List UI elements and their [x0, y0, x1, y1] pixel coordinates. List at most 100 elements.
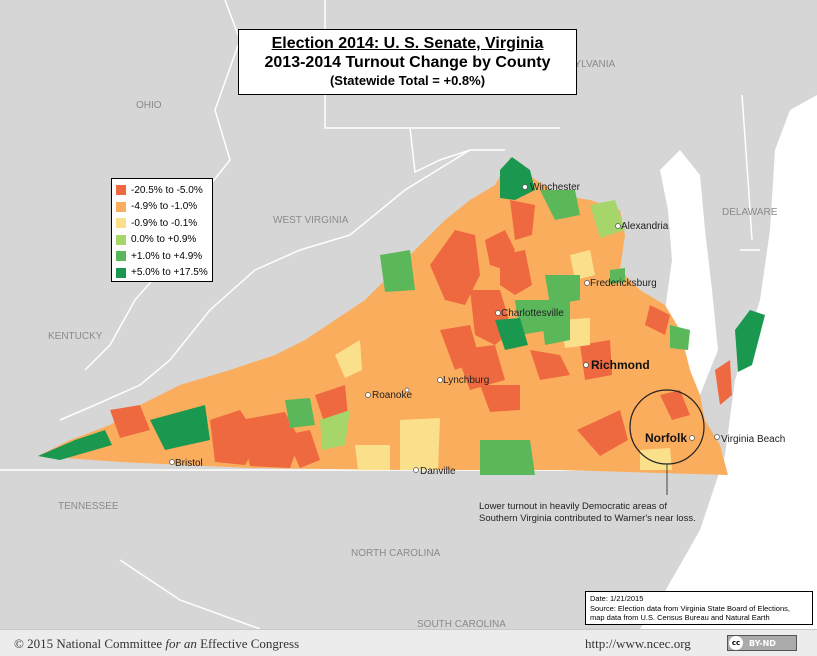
title-box: Election 2014: U. S. Senate, Virginia 20… [238, 29, 577, 95]
county-patch [540, 190, 580, 220]
richmond-marker [583, 362, 589, 368]
legend-item: +1.0% to +4.9% [116, 248, 208, 265]
county-patch [590, 200, 625, 238]
license-label: BY-ND [749, 638, 776, 648]
city-label-richmond: Richmond [591, 358, 650, 372]
state-label-ohio: OHIO [136, 100, 162, 111]
city-label-norfolk: Norfolk [645, 431, 687, 445]
legend-item: -4.9% to -1.0% [116, 199, 208, 216]
legend-swatch [116, 267, 126, 278]
license-badge[interactable]: cc BY-ND [727, 635, 797, 651]
county-patch [240, 412, 300, 468]
copyright: © 2015 National Committee for an Effecti… [14, 636, 299, 652]
county-patch [480, 385, 520, 412]
county-patch [285, 398, 315, 428]
legend-label: +1.0% to +4.9% [131, 250, 203, 262]
legend-swatch [116, 234, 126, 245]
winchester-marker [522, 184, 528, 190]
website-link[interactable]: http://www.ncec.org [585, 636, 691, 651]
county-patch [380, 250, 415, 292]
atlantic-ocean [640, 95, 817, 629]
danville-marker [413, 467, 419, 473]
county-patch [577, 410, 628, 456]
county-patch [645, 305, 670, 335]
city-label-fredericksburg: Fredericksburg [590, 278, 657, 289]
legend-label: +5.0% to +17.5% [131, 267, 208, 279]
county-patch [38, 430, 112, 460]
county-patch [150, 405, 210, 450]
map-title: Election 2014: U. S. Senate, Virginia [271, 35, 544, 52]
legend-label: -20.5% to -5.0% [131, 184, 203, 196]
county-patch [530, 350, 570, 380]
copyright-italic: for an [165, 636, 197, 651]
cc-icon: cc [729, 636, 743, 650]
county-patch [715, 360, 732, 405]
map-date: Date: 1/21/2015 [590, 594, 644, 603]
county-patch [430, 230, 480, 305]
county-patch [545, 275, 580, 305]
annotation-line-1: Lower turnout in heavily Democratic area… [479, 501, 667, 512]
state-label-kentucky: KENTUCKY [48, 331, 103, 342]
city-label-charlottesville: Charlottesville [501, 308, 564, 319]
county-patch [285, 430, 320, 468]
county-patch [500, 250, 532, 295]
county-patch [540, 300, 570, 345]
legend-item: -20.5% to -5.0% [116, 182, 208, 199]
county-patch [320, 410, 350, 450]
legend: -20.5% to -5.0% -4.9% to -1.0% -0.9% to … [111, 178, 213, 282]
footer: © 2015 National Committee for an Effecti… [0, 629, 817, 656]
virginia-beach-marker [714, 434, 720, 440]
county-patch [670, 325, 690, 350]
legend-item: 0.0% to +0.9% [116, 232, 208, 249]
city-label-virginia-beach: Virginia Beach [721, 434, 785, 445]
city-marker-small [404, 387, 410, 393]
roanoke-marker [365, 392, 371, 398]
city-label-alexandria: Alexandria [621, 221, 669, 232]
county-patch [570, 250, 595, 280]
city-label-bristol: Bristol [175, 458, 203, 469]
copyright-prefix: © 2015 National Committee [14, 636, 166, 651]
source-line-2: map data from U.S. Census Bureau and Nat… [590, 613, 770, 622]
state-label-delaware: DELAWARE [722, 207, 778, 218]
legend-swatch [116, 218, 126, 229]
county-patch [660, 390, 690, 420]
state-label-south-carolina: SOUTH CAROLINA [417, 619, 506, 630]
legend-label: -0.9% to -0.1% [131, 217, 198, 229]
city-label-danville: Danville [420, 466, 456, 477]
bristol-marker [169, 459, 175, 465]
county-patch [400, 418, 440, 470]
statewide-total: (Statewide Total = +0.8%) [329, 73, 486, 88]
county-patch [355, 445, 390, 470]
county-patch [110, 405, 150, 438]
county-patch [495, 318, 528, 350]
county-patch [335, 340, 362, 378]
map-subtitle: 2013-2014 Turnout Change by County [264, 54, 551, 71]
county-patch [510, 200, 535, 240]
legend-item: +5.0% to +17.5% [116, 265, 208, 282]
alexandria-marker [615, 223, 621, 229]
legend-item: -0.9% to -0.1% [116, 215, 208, 232]
legend-swatch [116, 251, 126, 262]
norfolk-marker [689, 435, 695, 441]
charlottesville-marker [495, 310, 501, 316]
city-label-roanoke: Roanoke [372, 390, 412, 401]
lynchburg-marker [437, 377, 443, 383]
legend-swatch [116, 185, 126, 196]
county-patch [580, 340, 612, 380]
county-patch [480, 440, 535, 475]
county-patch [610, 268, 625, 284]
county-patch [455, 345, 505, 390]
fredericksburg-marker [584, 280, 590, 286]
state-label-tennessee: TENNESSEE [58, 501, 119, 512]
state-label-pennsylvania: PENNSYLVANIA [540, 59, 616, 70]
copyright-suffix: Effective Congress [196, 636, 300, 651]
legend-label: -4.9% to -1.0% [131, 201, 198, 213]
legend-swatch [116, 201, 126, 212]
virginia-base [38, 158, 728, 475]
city-label-lynchburg: Lynchburg [443, 375, 489, 386]
legend-label: 0.0% to +0.9% [131, 234, 197, 246]
state-label-north-carolina: NORTH CAROLINA [351, 548, 441, 559]
city-label-winchester: Winchester [530, 182, 581, 193]
